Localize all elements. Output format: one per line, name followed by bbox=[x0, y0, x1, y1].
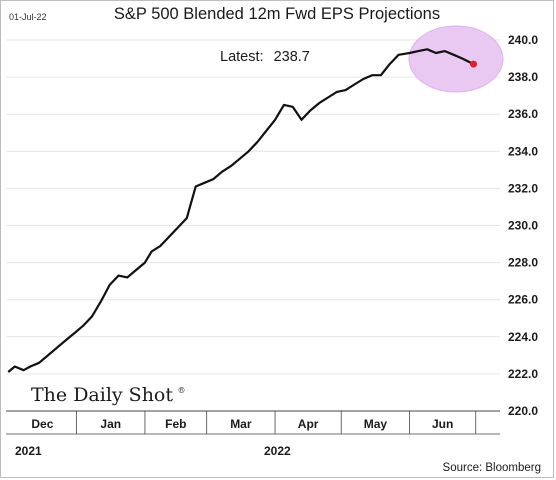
year-label-2021: 2021 bbox=[15, 444, 42, 458]
chart-title: S&P 500 Blended 12m Fwd EPS Projections bbox=[114, 5, 440, 23]
y-tick-label: 226.0 bbox=[508, 293, 538, 307]
y-tick-label: 228.0 bbox=[508, 256, 538, 270]
highlight-ellipse bbox=[408, 25, 504, 93]
y-axis-ticks: 220.0 222.0 224.0 226.0 228.0 230.0 232.0 234.0… bbox=[508, 33, 538, 418]
daily-shot-logo: The Daily Shot ® bbox=[31, 384, 185, 406]
logo-mark: ® bbox=[177, 386, 185, 395]
x-tick-label: Feb bbox=[165, 417, 186, 431]
y-tick-label: 222.0 bbox=[508, 367, 538, 381]
y-tick-label: 220.0 bbox=[508, 404, 538, 418]
x-tick-label: Jun bbox=[432, 417, 453, 431]
x-tick-label: Dec bbox=[31, 417, 53, 431]
gridlines bbox=[6, 39, 500, 375]
x-tick-label: Jan bbox=[100, 417, 121, 431]
latest-point-marker bbox=[470, 60, 478, 68]
latest-value: 238.7 bbox=[274, 49, 310, 65]
y-tick-label: 240.0 bbox=[508, 33, 538, 47]
x-tick-label: Mar bbox=[230, 417, 252, 431]
year-label-2022: 2022 bbox=[264, 444, 291, 458]
date-stamp: 01-Jul-22 bbox=[9, 12, 47, 22]
y-tick-label: 232.0 bbox=[508, 181, 538, 195]
x-tick-label: Apr bbox=[298, 417, 319, 431]
y-tick-label: 236.0 bbox=[508, 107, 538, 121]
latest-label: Latest: bbox=[220, 49, 264, 65]
x-tick-label: May bbox=[364, 417, 388, 431]
y-tick-label: 230.0 bbox=[508, 219, 538, 233]
y-tick-label: 234.0 bbox=[508, 144, 538, 158]
latest-annotation: Latest: 238.7 bbox=[220, 49, 310, 65]
source-note: Source: Bloomberg bbox=[443, 462, 541, 474]
logo-text: The Daily Shot bbox=[31, 384, 173, 406]
y-tick-label: 224.0 bbox=[508, 330, 538, 344]
y-tick-label: 238.0 bbox=[508, 70, 538, 84]
x-axis-ticks: Dec Jan Feb Mar Apr May Jun bbox=[31, 411, 477, 434]
series-line bbox=[7, 48, 474, 373]
